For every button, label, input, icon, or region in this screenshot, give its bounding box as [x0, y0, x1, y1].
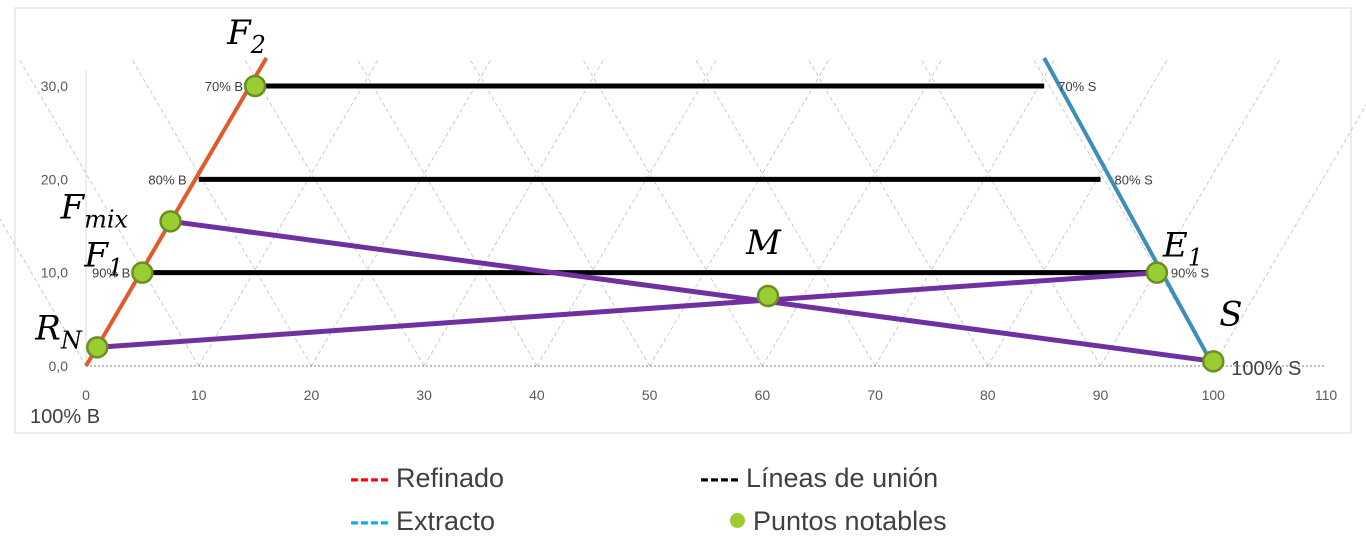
notable-point-s — [1203, 351, 1223, 371]
x-tick-label: 60 — [755, 387, 771, 403]
point-name-main: R — [34, 308, 61, 348]
point-name-m: M — [745, 223, 782, 263]
notable-point-f2 — [245, 76, 265, 96]
y-tick-label: 30,0 — [41, 78, 68, 94]
x-tick-label: 50 — [642, 387, 658, 403]
point-name-main: F — [226, 13, 252, 53]
x-tick-label: 30 — [416, 387, 432, 403]
legend-label-lineas-union: Líneas de unión — [746, 463, 938, 493]
point-name-main: M — [745, 223, 782, 263]
grid-line-rising — [650, 58, 830, 366]
point-name-subscript: 2 — [250, 31, 266, 59]
x-tick-label: 0 — [82, 387, 90, 403]
legend-item-lineas-union: ---- Líneas de unión — [700, 463, 938, 494]
legend-marker-lineas-union: ---- — [700, 463, 740, 493]
notable-point-rn — [87, 337, 107, 357]
point-name-e1: E1 — [1162, 226, 1203, 272]
grid-line-falling — [131, 58, 311, 366]
percent-label: 80% B — [148, 172, 186, 187]
legend-label-puntos-notables: Puntos notables — [753, 506, 947, 536]
chart-frame — [15, 8, 1351, 433]
notable-point-f1 — [132, 263, 152, 283]
legend-dot-icon — [730, 513, 745, 528]
triangular-grid — [0, 58, 1366, 366]
point-name-f2: F2 — [226, 13, 266, 59]
legend-item-puntos-notables: Puntos notables — [730, 506, 947, 537]
point-name-fmix: Fmix — [60, 187, 129, 233]
grid-line-rising — [537, 58, 717, 366]
x-tick-label: 70 — [867, 387, 883, 403]
extracto-line — [1044, 58, 1213, 366]
legend-marker-refinado: ---- — [350, 463, 390, 493]
x-tick-label: 80 — [980, 387, 996, 403]
x-tick-label: 90 — [1093, 387, 1109, 403]
point-name-subscript: 1 — [108, 254, 123, 282]
corner-label-bottom-left: 100% B — [30, 406, 100, 428]
series — [86, 58, 1223, 371]
legend-marker-extracto: ---- — [350, 506, 390, 536]
grid-line-falling — [695, 58, 875, 366]
x-tick-label: 110 — [1315, 387, 1338, 403]
corner-label-bottom-right: 100% S — [1231, 358, 1301, 380]
percent-label: 80% S — [1115, 172, 1154, 187]
point-name-subscript: N — [60, 326, 83, 354]
grid-line-falling — [582, 58, 762, 366]
percent-label: 70% B — [205, 79, 243, 94]
grid-line-rising — [199, 58, 379, 366]
point-name-s: S — [1219, 294, 1242, 334]
y-tick-label: 0,0 — [49, 358, 69, 374]
point-name-subscript: mix — [84, 205, 128, 233]
legend-item-extracto: ---- Extracto — [350, 506, 495, 537]
x-tick-label: 40 — [529, 387, 545, 403]
legend-item-refinado: ---- Refinado — [350, 463, 504, 494]
point-name-f1: F1 — [83, 236, 123, 282]
legend-label-extracto: Extracto — [396, 506, 495, 536]
notable-point-fmix — [161, 211, 181, 231]
x-tick-label: 20 — [304, 387, 320, 403]
y-tick-label: 20,0 — [41, 171, 68, 187]
percent-label: 70% S — [1058, 79, 1097, 94]
point-name-main: F — [83, 236, 109, 276]
notable-point-m — [758, 286, 778, 306]
grid-line-falling — [920, 58, 1100, 366]
point-name-main: E — [1162, 226, 1188, 266]
y-tick-label: 10,0 — [41, 265, 68, 281]
grid-line-falling — [244, 58, 424, 366]
point-name-subscript: 1 — [1188, 244, 1203, 272]
x-tick-label: 10 — [191, 387, 207, 403]
legend-label-refinado: Refinado — [396, 463, 504, 493]
grid-line-rising — [988, 58, 1168, 366]
x-tick-label: 100 — [1202, 387, 1226, 403]
point-name-rn: RN — [34, 308, 83, 354]
point-name-main: F — [60, 187, 86, 227]
point-name-main: S — [1219, 294, 1242, 334]
